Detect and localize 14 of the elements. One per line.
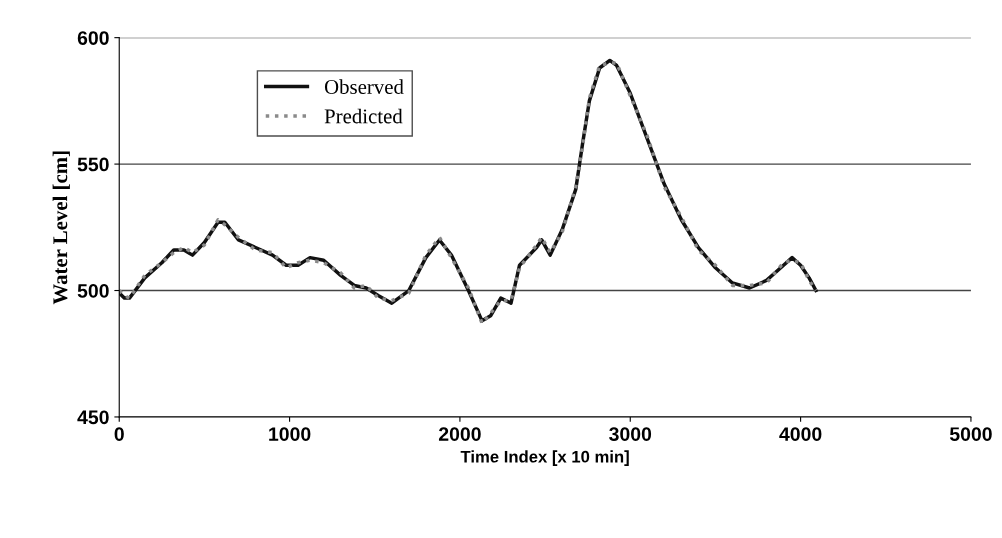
y-axis-title: Water Level [cm]: [52, 151, 70, 305]
legend-label: Predicted: [324, 108, 403, 124]
x-tick-label: 4000: [779, 427, 822, 441]
y-tick-label: 550: [77, 157, 109, 172]
x-tick-label: 0: [114, 427, 124, 441]
x-tick-label: 2000: [438, 427, 481, 441]
y-tick-label: 450: [77, 410, 109, 425]
y-tick-label: 600: [77, 31, 109, 45]
x-tick-label: 3000: [609, 427, 652, 441]
x-tick-label: 5000: [949, 427, 992, 441]
legend-label: Observed: [324, 79, 404, 94]
y-tick-label: 500: [77, 283, 109, 298]
x-axis-title: Time Index [x 10 min]: [460, 450, 629, 466]
x-tick-label: 1000: [269, 427, 311, 441]
